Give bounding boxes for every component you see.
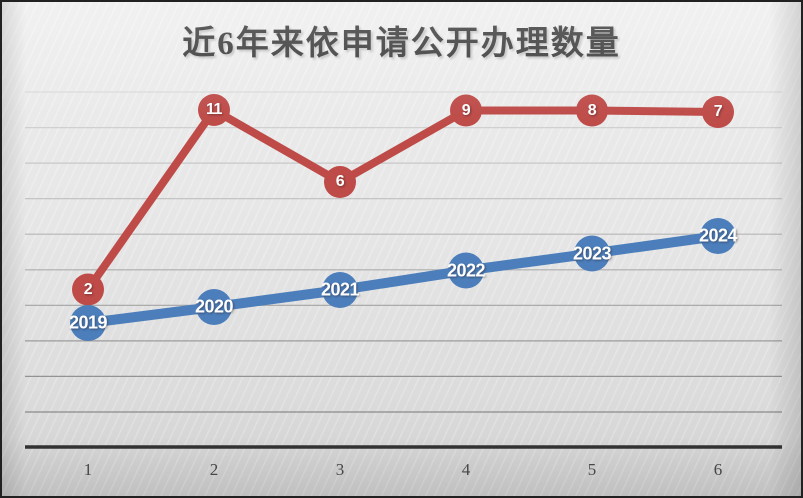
data-point-marker-blue xyxy=(322,272,358,308)
chart-title: 近6年来依申请公开办理数量 xyxy=(182,26,621,62)
data-point-marker-red xyxy=(702,96,734,128)
data-point-marker-blue xyxy=(700,218,736,254)
series-line-blue xyxy=(83,231,723,328)
data-point-marker-red xyxy=(324,166,356,198)
data-point-marker-red xyxy=(198,94,230,126)
series-line-red xyxy=(84,106,722,294)
data-point-marker-blue xyxy=(574,235,610,272)
data-point-marker-red xyxy=(72,273,104,306)
data-point-marker-blue xyxy=(448,252,484,289)
data-point-marker-blue xyxy=(196,289,232,325)
data-point-marker-red xyxy=(450,94,482,127)
data-point-marker-blue xyxy=(70,305,106,341)
data-point-marker-red xyxy=(576,94,608,127)
